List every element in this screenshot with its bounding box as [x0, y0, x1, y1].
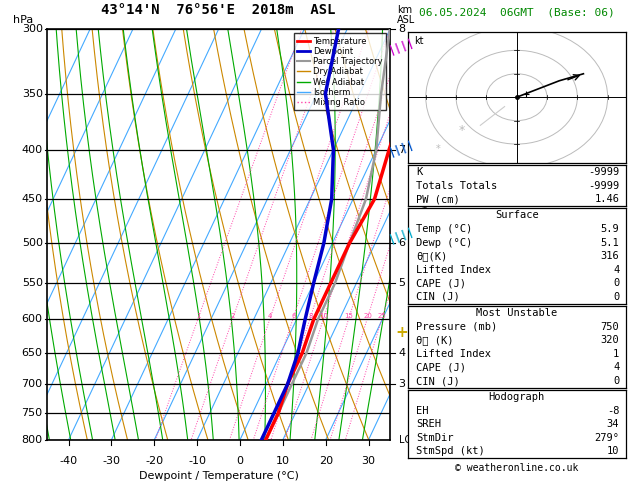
Text: 06.05.2024  06GMT  (Base: 06): 06.05.2024 06GMT (Base: 06)	[419, 7, 615, 17]
Legend: Temperature, Dewpoint, Parcel Trajectory, Dry Adiabat, Wet Adiabat, Isotherm, Mi: Temperature, Dewpoint, Parcel Trajectory…	[294, 34, 386, 110]
Text: 4: 4	[613, 363, 620, 372]
Text: CAPE (J): CAPE (J)	[416, 363, 466, 372]
Text: 1: 1	[196, 313, 201, 319]
Text: 600: 600	[22, 314, 43, 324]
Text: 8: 8	[399, 24, 406, 34]
Text: PW (cm): PW (cm)	[416, 194, 460, 204]
Text: 350: 350	[22, 89, 43, 99]
Text: Lifted Index: Lifted Index	[416, 265, 491, 275]
Text: -9999: -9999	[588, 181, 620, 191]
Text: 6: 6	[291, 313, 296, 319]
Text: 2: 2	[231, 313, 235, 319]
Text: CAPE (J): CAPE (J)	[416, 278, 466, 288]
Text: 10: 10	[320, 313, 328, 319]
Text: -30: -30	[103, 456, 120, 466]
Text: 750: 750	[21, 408, 43, 418]
Text: 0: 0	[613, 278, 620, 288]
Text: 0: 0	[613, 376, 620, 386]
Text: Totals Totals: Totals Totals	[416, 181, 498, 191]
Text: 5.9: 5.9	[601, 224, 620, 234]
Text: -40: -40	[60, 456, 77, 466]
Text: ||||: ||||	[387, 139, 416, 158]
Text: 5.1: 5.1	[601, 238, 620, 247]
Text: 4: 4	[613, 265, 620, 275]
Text: -10: -10	[188, 456, 206, 466]
Text: 10: 10	[276, 456, 290, 466]
Text: Dewpoint / Temperature (°C): Dewpoint / Temperature (°C)	[138, 470, 299, 481]
Text: 15: 15	[345, 313, 353, 319]
Text: 320: 320	[601, 335, 620, 345]
Text: 300: 300	[22, 24, 43, 34]
Text: 700: 700	[21, 379, 43, 389]
Text: Temp (°C): Temp (°C)	[416, 224, 472, 234]
Text: θᴇ(K): θᴇ(K)	[416, 251, 448, 261]
Text: 5: 5	[399, 278, 406, 288]
Text: 7: 7	[399, 145, 406, 155]
Text: Lifted Index: Lifted Index	[416, 349, 491, 359]
Text: Mixing Ratio (g/kg): Mixing Ratio (g/kg)	[420, 189, 429, 280]
Text: 43°14'N  76°56'E  2018m  ASL: 43°14'N 76°56'E 2018m ASL	[101, 3, 336, 17]
Text: *: *	[435, 144, 440, 154]
Text: 6: 6	[399, 238, 406, 248]
Text: 8: 8	[308, 313, 313, 319]
Text: CIN (J): CIN (J)	[416, 292, 460, 302]
Text: 34: 34	[607, 419, 620, 429]
Text: 500: 500	[22, 238, 43, 248]
Text: Surface: Surface	[495, 210, 538, 220]
Text: 0: 0	[613, 292, 620, 302]
Text: -20: -20	[145, 456, 164, 466]
Text: 750: 750	[601, 322, 620, 331]
Text: 20: 20	[363, 313, 372, 319]
Text: ||||: ||||	[387, 36, 416, 56]
Text: 316: 316	[601, 251, 620, 261]
Text: 800: 800	[21, 435, 43, 445]
Text: 279°: 279°	[594, 433, 620, 443]
Text: +: +	[395, 326, 408, 340]
Text: 0: 0	[237, 456, 243, 466]
Text: SREH: SREH	[416, 419, 442, 429]
Text: 10: 10	[607, 447, 620, 456]
Text: 25: 25	[378, 313, 387, 319]
Text: EH: EH	[416, 406, 429, 416]
Text: Pressure (mb): Pressure (mb)	[416, 322, 498, 331]
Text: StmDir: StmDir	[416, 433, 454, 443]
Text: 1: 1	[613, 349, 620, 359]
Text: Most Unstable: Most Unstable	[476, 308, 557, 318]
Text: 20: 20	[319, 456, 333, 466]
Text: 400: 400	[21, 145, 43, 155]
Text: 650: 650	[22, 348, 43, 358]
Text: 450: 450	[21, 194, 43, 204]
Text: kt: kt	[414, 36, 423, 46]
Text: *: *	[459, 123, 465, 137]
Text: Hodograph: Hodograph	[489, 392, 545, 402]
Text: © weatheronline.co.uk: © weatheronline.co.uk	[455, 463, 579, 473]
Text: θᴇ (K): θᴇ (K)	[416, 335, 454, 345]
Text: 4: 4	[268, 313, 272, 319]
Text: 30: 30	[362, 456, 376, 466]
Text: -8: -8	[607, 406, 620, 416]
Text: km
ASL: km ASL	[397, 5, 415, 25]
Text: 1.46: 1.46	[594, 194, 620, 204]
Text: 550: 550	[22, 278, 43, 288]
Text: ||||: ||||	[387, 226, 416, 245]
Text: 4: 4	[399, 348, 406, 358]
Text: CIN (J): CIN (J)	[416, 376, 460, 386]
Text: 3: 3	[399, 379, 406, 389]
Text: -9999: -9999	[588, 167, 620, 177]
Text: Dewp (°C): Dewp (°C)	[416, 238, 472, 247]
Text: LCL: LCL	[399, 435, 416, 445]
Text: StmSpd (kt): StmSpd (kt)	[416, 447, 485, 456]
Text: hPa: hPa	[13, 15, 33, 25]
Text: K: K	[416, 167, 423, 177]
